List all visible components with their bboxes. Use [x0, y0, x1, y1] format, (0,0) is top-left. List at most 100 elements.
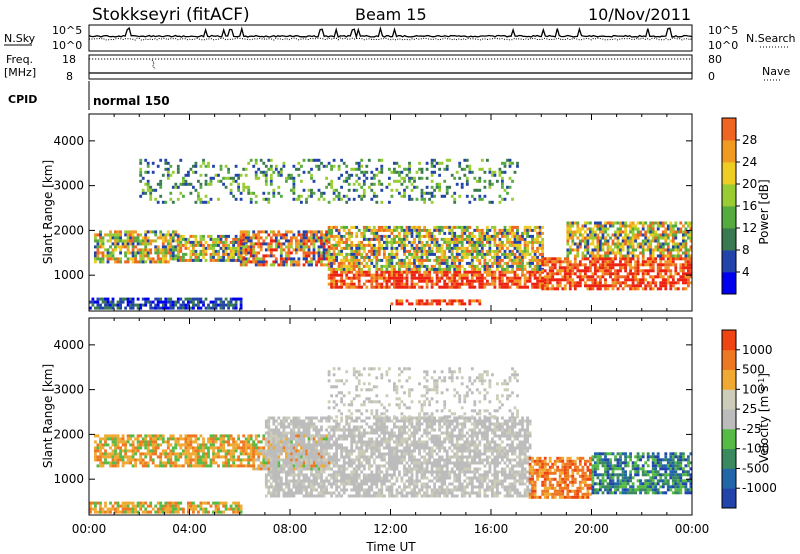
heatmap-cell [159, 194, 163, 198]
heatmap-cell [573, 257, 577, 261]
heatmap-cell [586, 269, 590, 273]
heatmap-cell [611, 233, 615, 237]
heatmap-cell [269, 437, 273, 441]
heatmap-cell [521, 255, 524, 259]
heatmap-cell [385, 261, 389, 265]
heatmap-cell [576, 281, 580, 285]
heatmap-cell [335, 255, 338, 259]
heatmap-cell [682, 242, 685, 246]
heatmap-cell [430, 279, 434, 283]
heatmap-cell [114, 257, 117, 261]
heatmap-cell [646, 260, 650, 264]
heatmap-cell [292, 464, 296, 468]
heatmap-cell [679, 254, 683, 258]
heatmap-cell [674, 266, 678, 270]
heatmap-cell [217, 252, 220, 256]
heatmap-cell [682, 281, 685, 285]
heatmap-cell [473, 299, 477, 303]
heatmap-cell [357, 279, 361, 283]
heatmap-cell [410, 182, 414, 186]
heatmap-cell [244, 251, 248, 255]
heatmap-cell [478, 240, 482, 244]
heatmap-cell [666, 248, 670, 252]
heatmap-cell [224, 249, 228, 253]
heatmap-cell [267, 431, 271, 435]
heatmap-cell [506, 237, 509, 241]
heatmap-cell [297, 491, 301, 495]
heatmap-cell [493, 258, 497, 262]
heatmap-cell [438, 264, 441, 268]
beam-label: Beam 15 [355, 5, 427, 24]
heatmap-cell [634, 254, 637, 258]
heatmap-cell [546, 263, 550, 267]
heatmap-cell [491, 276, 494, 280]
heatmap-cell [262, 197, 266, 201]
heatmap-cell [604, 239, 607, 243]
heatmap-cell [561, 278, 565, 282]
heatmap-cell [222, 249, 225, 253]
heatmap-cell [398, 261, 401, 265]
heatmap-cell [566, 269, 570, 273]
heatmap-cell [126, 245, 130, 249]
heatmap-cell [257, 440, 261, 444]
heatmap-cell [558, 263, 562, 267]
heatmap-cell [599, 236, 602, 240]
heatmap-cell [523, 282, 527, 286]
heatmap-cell [209, 464, 213, 468]
heatmap-cell [357, 240, 361, 244]
heatmap-cell [576, 236, 580, 240]
heatmap-cell [347, 197, 351, 201]
heatmap-cell [385, 276, 389, 280]
heatmap-cell [169, 197, 173, 201]
heatmap-cell [212, 434, 215, 438]
heatmap-cell [586, 284, 590, 288]
heatmap-cell [171, 254, 175, 258]
heatmap-cell [493, 285, 497, 289]
heatmap-cell [325, 254, 328, 258]
heatmap-cell [395, 276, 399, 280]
heatmap-cell [259, 263, 263, 267]
heatmap-cell [347, 237, 351, 241]
heatmap-cell [523, 240, 527, 244]
heatmap-cell [370, 279, 374, 283]
heatmap-cell [272, 416, 276, 420]
heatmap-cell [393, 246, 396, 250]
heatmap-cell [219, 164, 223, 168]
heatmap-cell [410, 246, 414, 250]
heatmap-cell [609, 275, 612, 279]
heatmap-cell [340, 185, 343, 189]
heatmap-cell [179, 258, 183, 262]
heatmap-cell [209, 176, 213, 180]
heatmap-cell [433, 228, 436, 232]
heatmap-cell [501, 176, 504, 180]
heatmap-cell [390, 273, 394, 277]
heatmap-cell [146, 251, 150, 255]
heatmap-cell [269, 446, 273, 450]
heatmap-cell [475, 255, 479, 259]
heatmap-cell [342, 255, 346, 259]
heatmap-cell [388, 276, 391, 280]
heatmap-cell [131, 242, 135, 246]
heatmap-cell [393, 234, 396, 238]
heatmap-cell [521, 231, 524, 235]
heatmap-cell [513, 261, 517, 265]
heatmap-cell [629, 287, 632, 291]
heatmap-cell [576, 242, 580, 246]
heatmap-cell [418, 246, 421, 250]
heatmap-cell [682, 257, 685, 261]
heatmap-cell [611, 266, 615, 270]
heatmap-cell [463, 252, 467, 256]
heatmap-cell [229, 249, 233, 253]
heatmap-cell [513, 170, 517, 174]
heatmap-cell [403, 264, 406, 268]
heatmap-cell [413, 228, 416, 232]
heatmap-cell [264, 458, 268, 462]
heatmap-cell [187, 458, 190, 462]
heatmap-cell [418, 299, 421, 303]
heatmap-cell [292, 482, 296, 486]
heatmap-cell [274, 476, 278, 480]
heatmap-cell [224, 440, 228, 444]
heatmap-cell [295, 239, 298, 243]
heatmap-cell [596, 236, 600, 240]
heatmap-cell [410, 197, 414, 201]
